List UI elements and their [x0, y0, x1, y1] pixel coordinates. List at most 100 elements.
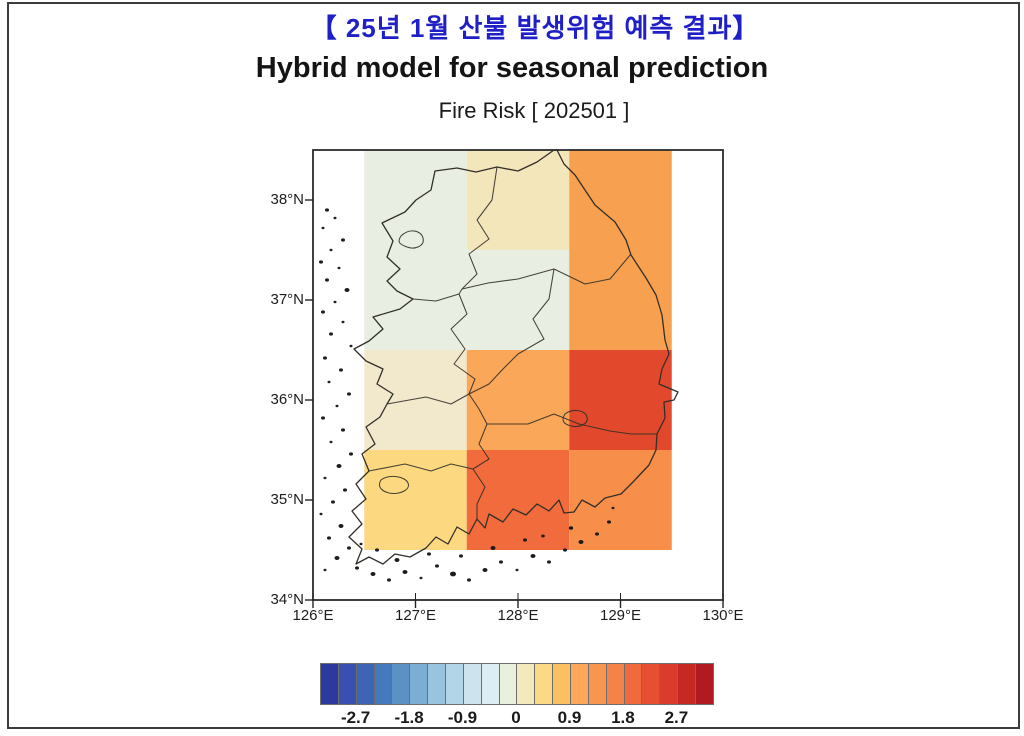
province-border [378, 475, 409, 494]
island [370, 572, 376, 576]
island [435, 564, 439, 568]
colorbar-label-neg09: -0.9 [447, 708, 478, 727]
island [337, 266, 341, 270]
island [333, 300, 337, 304]
island [563, 548, 567, 552]
island [335, 404, 339, 408]
colorbar [320, 663, 714, 705]
grid-cell-r3c1 [466, 450, 570, 550]
province-border [386, 393, 470, 405]
island [329, 440, 333, 444]
island [321, 416, 325, 420]
island [419, 576, 423, 580]
grid-cell-r3c0 [364, 450, 467, 550]
island [319, 260, 323, 264]
grid-cell-r2c0 [364, 350, 467, 450]
island [595, 532, 599, 536]
colorbar-segment-21 [696, 664, 713, 704]
colorbar-segment-11 [517, 664, 536, 704]
x-axis-label-128e: 128°E [497, 607, 539, 624]
x-axis-label-127e: 127°E [394, 607, 437, 624]
island [387, 578, 391, 582]
island [323, 568, 327, 572]
island [402, 570, 408, 574]
x-axis-label-126e: 126°E [292, 607, 334, 624]
island [334, 556, 340, 560]
island [611, 506, 615, 510]
island [341, 428, 345, 432]
island [541, 534, 545, 538]
colorbar-segment-9 [481, 664, 500, 704]
island [359, 542, 363, 546]
island [347, 392, 351, 396]
x-axis-label-130e: 130°E [702, 607, 744, 624]
colorbar-segment-10 [499, 664, 518, 704]
colorbar-segment-13 [553, 664, 572, 704]
province-border [412, 288, 463, 302]
province-border [487, 413, 657, 435]
island [338, 524, 344, 528]
colorbar-label-18: 1.8 [611, 708, 635, 727]
island [547, 560, 551, 564]
province-border [398, 230, 424, 249]
island [427, 552, 431, 556]
island [490, 546, 496, 550]
island [530, 554, 536, 558]
colorbar-segment-4 [392, 664, 411, 704]
island [339, 368, 343, 372]
colorbar-segment-18 [642, 664, 661, 704]
island [333, 216, 337, 220]
island [319, 512, 323, 516]
island [355, 566, 359, 570]
colorbar-segment-1 [338, 664, 357, 704]
island [329, 248, 333, 252]
island [607, 520, 611, 524]
island [578, 540, 584, 544]
colorbar-segment-14 [571, 664, 589, 704]
model-title: Hybrid model for seasonal prediction [255, 52, 769, 84]
colorbar-segment-12 [535, 664, 554, 704]
y-axis-label-34n: 34°N [270, 591, 304, 608]
grid-cell-r2c1 [466, 350, 570, 450]
colorbar-segment-17 [624, 664, 643, 704]
island [459, 554, 463, 558]
island [347, 546, 351, 550]
y-axis-label-36n: 36°N [270, 391, 304, 408]
province-border [450, 293, 476, 395]
island [450, 571, 456, 577]
grid-cell-r0c2 [569, 150, 672, 250]
map-plot [305, 149, 724, 608]
grid-cell-r2c2 [569, 350, 672, 450]
island [394, 558, 400, 562]
colorbar-segment-8 [463, 664, 482, 704]
island [349, 344, 353, 348]
island [325, 278, 329, 282]
island [321, 226, 325, 230]
island [331, 500, 335, 504]
island [523, 538, 527, 542]
province-border [461, 166, 498, 290]
grid-cell-r0c1 [466, 150, 570, 250]
island [349, 452, 353, 456]
island [344, 288, 350, 292]
island [323, 476, 327, 480]
colorbar-segment-3 [374, 664, 393, 704]
grid-cell-r1c2 [569, 250, 672, 350]
province-border [368, 463, 474, 472]
colorbar-segment-2 [356, 664, 375, 704]
island [341, 238, 345, 242]
province-border [562, 409, 588, 427]
island [343, 488, 347, 492]
colorbar-label-09: 0.9 [557, 708, 582, 727]
island [499, 560, 503, 564]
island [568, 526, 574, 530]
x-axis-label-129e: 129°E [599, 607, 642, 624]
colorbar-label-neg27: -2.7 [340, 708, 371, 727]
island [321, 310, 325, 314]
figure-subtitle: Fire Risk [ 202501 ] [438, 98, 630, 123]
colorbar-segment-19 [660, 664, 679, 704]
colorbar-label-neg18: -1.8 [394, 708, 424, 727]
colorbar-segment-7 [446, 664, 464, 704]
colorbar-segment-5 [410, 664, 429, 704]
